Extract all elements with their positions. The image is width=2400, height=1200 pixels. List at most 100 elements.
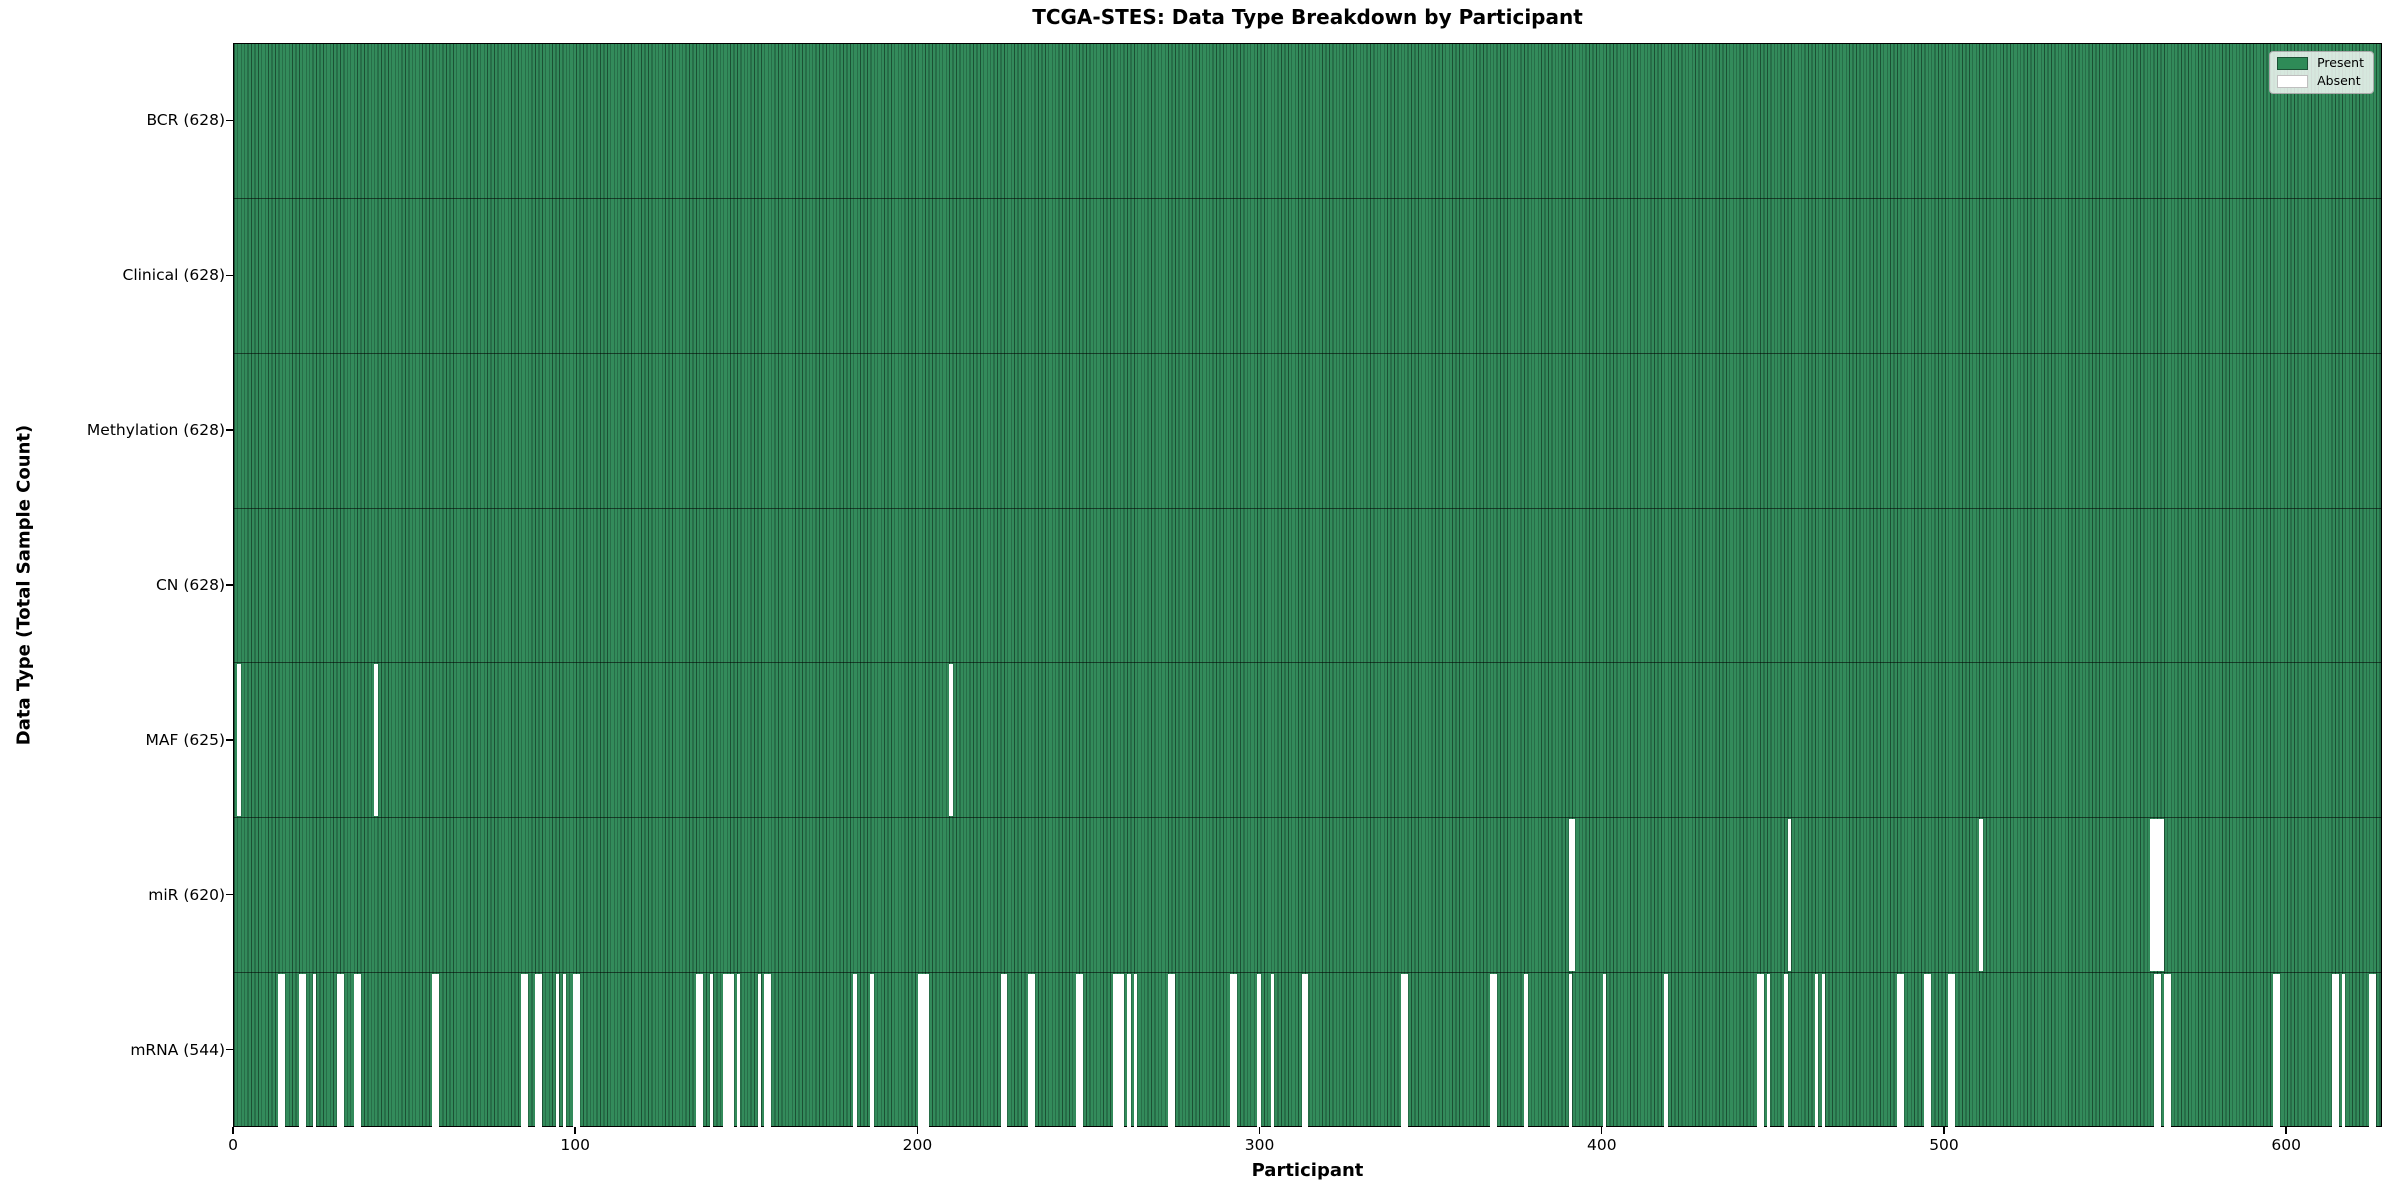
- absent-bar: [1927, 974, 1932, 1127]
- legend-entry-absent: Absent: [2277, 75, 2364, 88]
- absent-bar: [1664, 974, 1668, 1127]
- absent-bar: [353, 974, 358, 1127]
- legend-present-label: Present: [2317, 55, 2364, 71]
- absent-bar: [521, 974, 525, 1127]
- absent-bar: [1079, 974, 1083, 1127]
- ytick-label-mir: miR (620): [148, 885, 225, 904]
- absent-bar: [562, 974, 566, 1127]
- absent-bar: [737, 974, 741, 1127]
- absent-bar: [281, 974, 286, 1127]
- absent-bar: [237, 664, 241, 817]
- absent-bar: [1027, 974, 1032, 1127]
- legend-absent-label: Absent: [2317, 73, 2361, 89]
- xtick-mark: [1943, 1127, 1945, 1134]
- xtick-label-100: 100: [560, 1136, 590, 1154]
- absent-bar: [357, 974, 361, 1127]
- ytick-mark: [226, 274, 233, 276]
- row-cn: [234, 509, 2381, 664]
- absent-bar: [555, 974, 560, 1127]
- absent-bar: [1003, 974, 1008, 1127]
- x-axis-label: Participant: [1251, 1160, 1364, 1181]
- xtick-label-600: 600: [2271, 1136, 2301, 1154]
- legend: Present Absent: [2269, 51, 2374, 94]
- absent-bar: [709, 974, 714, 1127]
- absent-bar: [374, 664, 378, 817]
- absent-bar: [1168, 974, 1172, 1127]
- absent-bar: [1305, 974, 1309, 1127]
- absent-bar: [2153, 974, 2158, 1127]
- row-clinical: [234, 199, 2381, 354]
- ytick-mark: [226, 119, 233, 122]
- absent-bar: [1075, 974, 1080, 1127]
- absent-bar: [1400, 974, 1405, 1127]
- xtick-mark: [574, 1127, 576, 1134]
- absent-bar: [2157, 819, 2161, 972]
- xtick-label-0: 0: [228, 1136, 238, 1154]
- ytick-mark: [226, 584, 233, 586]
- row-maf: [234, 663, 2381, 819]
- absent-bar: [949, 664, 953, 817]
- absent-bar: [2331, 974, 2336, 1127]
- absent-bar: [1301, 974, 1306, 1127]
- absent-bar: [2157, 974, 2161, 1127]
- absent-bar: [340, 974, 344, 1127]
- absent-bar: [764, 974, 768, 1127]
- absent-bar: [723, 974, 727, 1127]
- absent-bar: [1404, 974, 1408, 1127]
- row-methylation: [234, 354, 2381, 509]
- absent-bar: [2153, 819, 2158, 972]
- absent-bar: [2276, 974, 2281, 1127]
- xtick-mark: [1601, 1127, 1603, 1134]
- legend-entry-present: Present: [2277, 57, 2364, 70]
- absent-bar: [1568, 974, 1572, 1127]
- xtick-mark: [232, 1127, 234, 1134]
- absent-bar: [302, 974, 306, 1127]
- xtick-label-300: 300: [1244, 1136, 1275, 1154]
- absent-bar: [1233, 974, 1237, 1127]
- ytick-mark: [226, 1048, 233, 1051]
- xtick-label-400: 400: [1586, 1136, 1617, 1154]
- absent-bar: [2163, 974, 2168, 1127]
- absent-bar: [1524, 974, 1528, 1127]
- chart-title: TCGA-STES: Data Type Breakdown by Partic…: [1032, 5, 1583, 29]
- absent-bar: [1821, 974, 1826, 1127]
- absent-bar: [767, 974, 772, 1127]
- ytick-label-mrna: mRNA (544): [130, 1040, 225, 1059]
- absent-bar: [1116, 974, 1121, 1127]
- absent-bar: [1948, 974, 1952, 1127]
- absent-bar: [918, 974, 922, 1127]
- absent-bar: [1571, 819, 1576, 972]
- absent-bar: [1951, 974, 1956, 1127]
- absent-bar: [1760, 974, 1764, 1127]
- absent-bar: [1229, 974, 1234, 1127]
- absent-bar: [2372, 974, 2377, 1127]
- absent-bar: [1257, 974, 1261, 1127]
- absent-bar: [435, 974, 440, 1127]
- y-axis-label: Data Type (Total Sample Count): [13, 424, 35, 746]
- absent-bar: [2167, 974, 2171, 1127]
- absent-bar: [1171, 974, 1176, 1127]
- xtick-label-500: 500: [1929, 1136, 1959, 1154]
- ytick-label-methylation: Methylation (628): [86, 421, 225, 440]
- absent-bar: [1000, 974, 1004, 1127]
- absent-bar: [699, 974, 703, 1127]
- xtick-label-200: 200: [902, 1136, 933, 1154]
- absent-bar: [726, 974, 731, 1127]
- absent-bar: [535, 974, 539, 1127]
- xtick-mark: [2285, 1127, 2287, 1134]
- row-bcr: [234, 44, 2381, 199]
- absent-bar: [299, 974, 303, 1127]
- ytick-label-clinical: Clinical (628): [122, 266, 226, 285]
- absent-bar: [1568, 819, 1572, 972]
- absent-bar: [925, 974, 929, 1127]
- ytick-label-bcr: BCR (628): [146, 111, 225, 130]
- absent-bar: [278, 974, 282, 1127]
- ytick-mark: [226, 429, 233, 431]
- absent-bar: [572, 974, 577, 1127]
- absent-bar: [336, 974, 341, 1127]
- absent-bar: [853, 974, 857, 1127]
- absent-bar: [2150, 819, 2154, 972]
- absent-bar: [1127, 974, 1131, 1127]
- absent-bar: [1787, 819, 1791, 972]
